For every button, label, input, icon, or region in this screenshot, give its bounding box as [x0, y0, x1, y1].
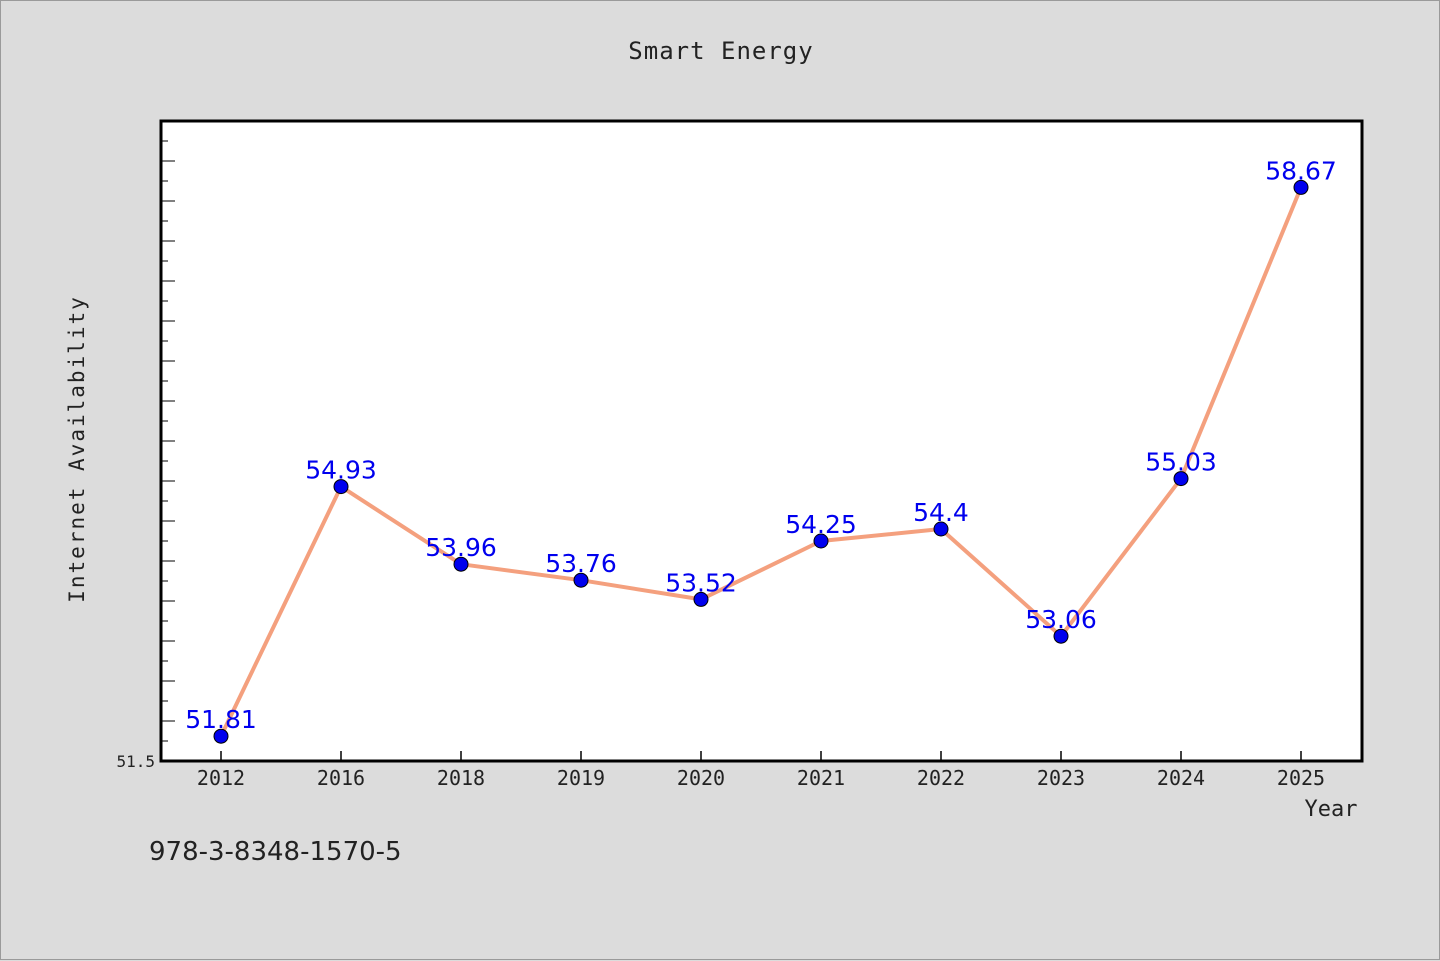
data-point	[813, 533, 829, 549]
data-label: 53.96	[425, 533, 497, 562]
isbn-footnote: 978-3-8348-1570-5	[149, 837, 402, 867]
data-label: 53.76	[545, 549, 617, 578]
x-tick-label: 2023	[1037, 766, 1085, 790]
data-point	[1293, 179, 1309, 195]
data-point	[573, 572, 589, 588]
data-label: 54.25	[785, 510, 857, 539]
x-tick-label: 2025	[1277, 766, 1325, 790]
data-label: 51.81	[185, 705, 257, 734]
chart-title: Smart Energy	[628, 37, 814, 65]
x-tick-label: 2024	[1157, 766, 1205, 790]
data-point	[1053, 628, 1069, 644]
data-label: 58.67	[1265, 156, 1337, 185]
x-tick-label: 2012	[197, 766, 245, 790]
x-tick-label: 2021	[797, 766, 845, 790]
data-point	[213, 728, 229, 744]
data-point	[1173, 471, 1189, 487]
data-label: 53.52	[665, 568, 737, 597]
data-point	[933, 521, 949, 537]
data-label: 54.4	[913, 498, 969, 527]
y-axis-label: Internet Availability	[65, 295, 89, 603]
x-tick-label: 2022	[917, 766, 965, 790]
data-point	[693, 591, 709, 607]
plot-area	[159, 119, 1364, 763]
data-label: 53.06	[1025, 605, 1097, 634]
x-axis-label: Year	[1304, 797, 1358, 822]
y-tick-label: 51.5	[116, 752, 155, 771]
data-label: 55.03	[1145, 448, 1217, 477]
data-point	[453, 556, 469, 572]
x-tick-label: 2020	[677, 766, 725, 790]
x-tick-label: 2019	[557, 766, 605, 790]
series-line	[219, 185, 1303, 739]
data-label: 54.93	[305, 456, 377, 485]
x-tick-label: 2018	[437, 766, 485, 790]
data-point	[333, 479, 349, 495]
x-tick-label: 2016	[317, 766, 365, 790]
